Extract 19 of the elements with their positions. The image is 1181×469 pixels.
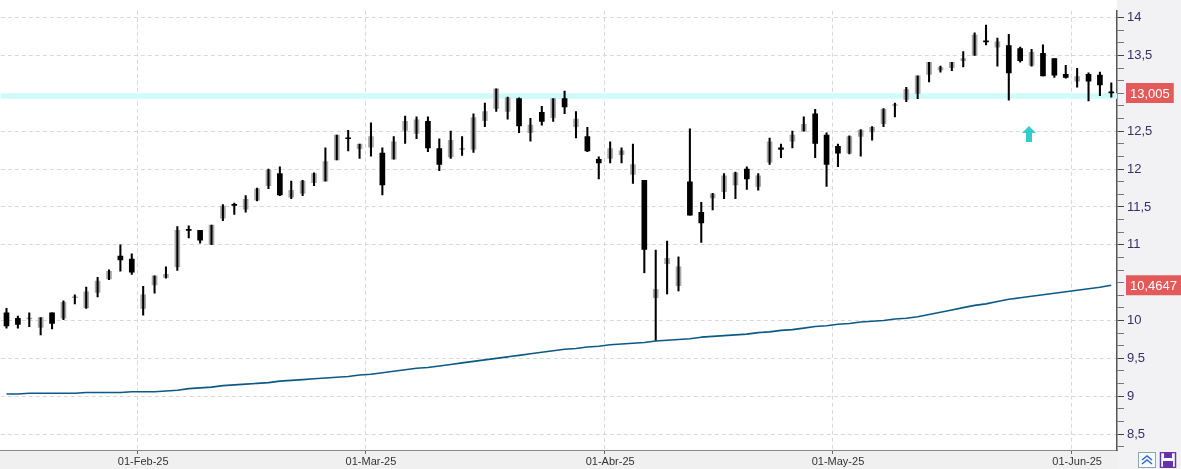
y-tick-label: 9,5 bbox=[1127, 349, 1146, 365]
y-tick-label: 9 bbox=[1127, 387, 1135, 403]
candlestick bbox=[208, 224, 215, 246]
y-tick-label: 12,5 bbox=[1127, 122, 1153, 138]
y-tick-label: 8,5 bbox=[1127, 425, 1146, 441]
y-tick-label: 11,5 bbox=[1127, 198, 1152, 214]
y-tick-label: 13,5 bbox=[1127, 47, 1153, 63]
x-tick-label: 01-May-25 bbox=[811, 454, 865, 467]
x-tick-label: 01-Jun-25 bbox=[1052, 454, 1102, 467]
x-tick-label: 01-Mar-25 bbox=[345, 454, 397, 467]
text: 10,4647 bbox=[1130, 277, 1177, 293]
y-tick-label: 14 bbox=[1127, 9, 1142, 25]
y-tick-label: 12 bbox=[1127, 160, 1142, 176]
text: 13,005 bbox=[1130, 85, 1170, 101]
y-tick-label: 10 bbox=[1127, 312, 1142, 328]
x-tick-label: 01-Abr-25 bbox=[585, 454, 635, 467]
y-tick-label: 11 bbox=[1127, 236, 1141, 252]
x-tick-label: 01-Feb-25 bbox=[117, 454, 169, 467]
candlestick bbox=[333, 134, 340, 161]
